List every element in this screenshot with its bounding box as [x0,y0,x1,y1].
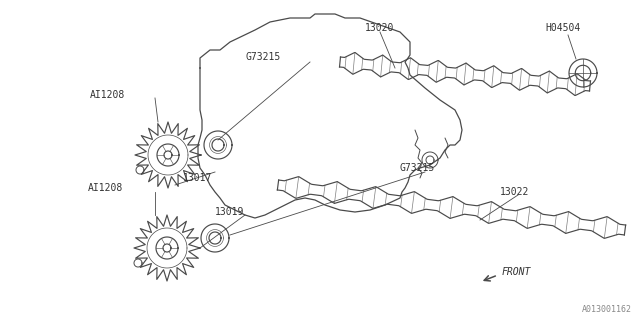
Text: 13017: 13017 [183,173,212,183]
Text: AI1208: AI1208 [88,183,124,193]
Text: G73215: G73215 [245,52,280,62]
Text: H04504: H04504 [545,23,580,33]
Text: 13020: 13020 [365,23,394,33]
Text: 13022: 13022 [500,187,529,197]
Text: A013001162: A013001162 [582,305,632,314]
Text: G73215: G73215 [400,163,435,173]
Text: FRONT: FRONT [502,267,531,277]
Text: AI1208: AI1208 [90,90,125,100]
Text: 13019: 13019 [215,207,244,217]
